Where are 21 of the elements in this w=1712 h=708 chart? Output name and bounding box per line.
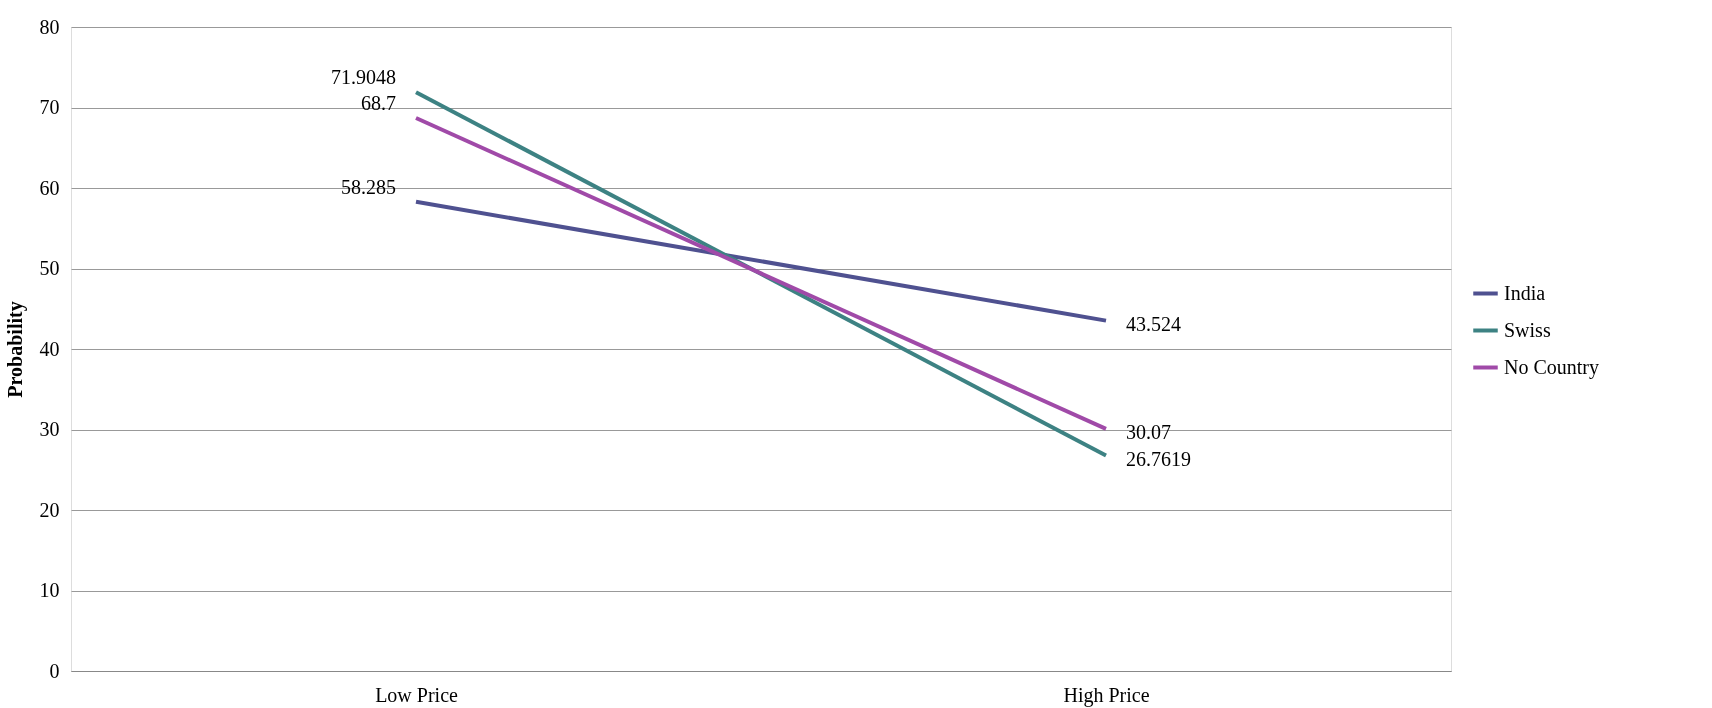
legend-label: No Country [1504,355,1599,379]
data-label: 71.9048 [331,66,396,89]
data-label: 68.7 [361,91,396,114]
y-tick-label: 40 [39,337,60,360]
legend-label: Swiss [1504,318,1551,341]
y-tick-label: 30 [39,418,60,440]
data-label: 43.524 [1126,312,1181,335]
x-tick-label: Low Price [375,683,458,706]
x-tick-label: High Price [1063,683,1150,707]
y-tick-label: 0 [49,659,60,682]
data-label: 58.285 [341,175,396,198]
y-tick-label: 20 [39,498,60,521]
y-tick-label: 50 [39,257,60,279]
y-tick-label: 80 [39,15,60,38]
y-tick-label: 10 [39,579,60,601]
legend-label: India [1504,281,1546,304]
data-label: 26.7619 [1126,447,1191,470]
data-label: 30.07 [1126,420,1171,443]
y-tick-label: 70 [39,96,60,118]
y-axis-title: Probability [3,301,27,398]
y-tick-label: 60 [39,176,60,199]
